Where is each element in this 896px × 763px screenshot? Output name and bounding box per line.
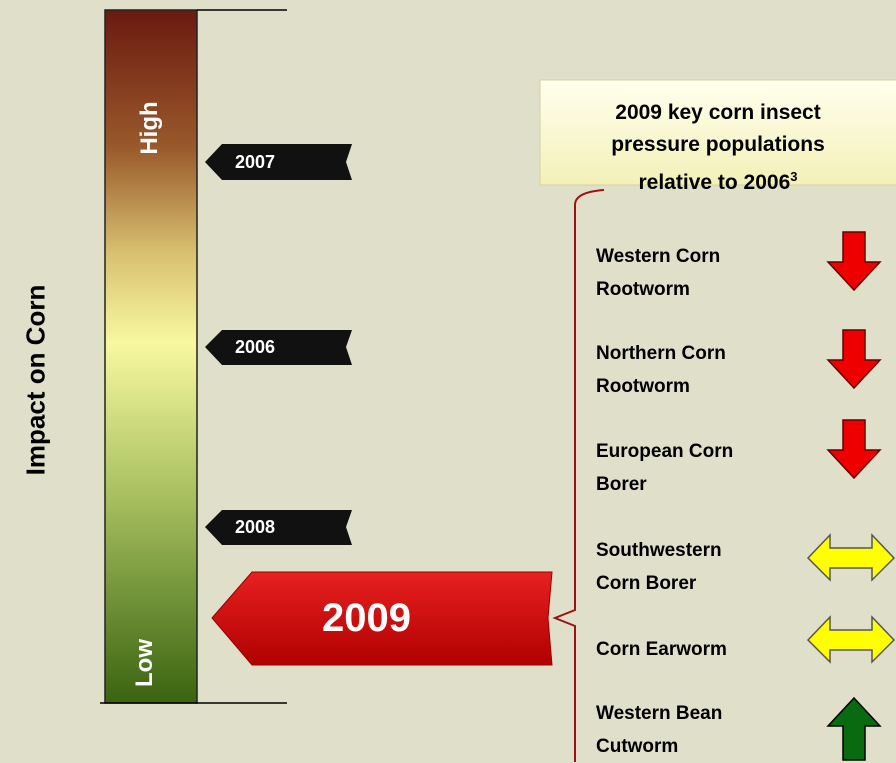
panel-title: 2009 key corn insect pressure population…	[548, 97, 888, 199]
year-label: 2007	[235, 152, 276, 172]
down-arrow	[826, 329, 882, 390]
title-line: pressure populations	[611, 133, 825, 156]
both-ways-arrow	[806, 615, 896, 664]
year-tag	[205, 144, 352, 180]
year-label: 2008	[235, 517, 276, 537]
insect-name: Western Corn Rootworm	[596, 246, 721, 300]
up-arrow	[826, 696, 882, 761]
axis-label: Impact on Corn	[20, 284, 51, 476]
panel-title-box	[539, 79, 896, 186]
footnote-mark: 3	[790, 169, 798, 184]
insect-name: Western Bean Cutworm	[596, 703, 723, 757]
both-ways-arrow	[806, 533, 896, 582]
insect-name: Corn Earworm	[596, 639, 727, 660]
scale-low: Low	[131, 639, 158, 687]
insect-name: Southwestern Corn Borer	[596, 540, 722, 594]
current-year-arrow	[211, 571, 553, 666]
year-tag	[205, 510, 352, 545]
title-line: 2009 key corn insect	[615, 101, 821, 124]
bracket	[552, 189, 605, 762]
insect-name: European Corn Borer	[596, 441, 734, 495]
impact-scale	[104, 9, 198, 704]
current-year: 2009	[322, 596, 411, 640]
down-arrow	[826, 419, 882, 480]
scale-high: High	[136, 101, 163, 155]
title-line-text: relative to 2006	[638, 171, 791, 194]
down-arrow	[826, 231, 882, 292]
insect-name: Northern Corn Rootworm	[596, 343, 726, 397]
title-line: relative to 20063	[548, 161, 888, 199]
year-label: 2006	[235, 337, 276, 357]
year-tag	[205, 330, 352, 365]
